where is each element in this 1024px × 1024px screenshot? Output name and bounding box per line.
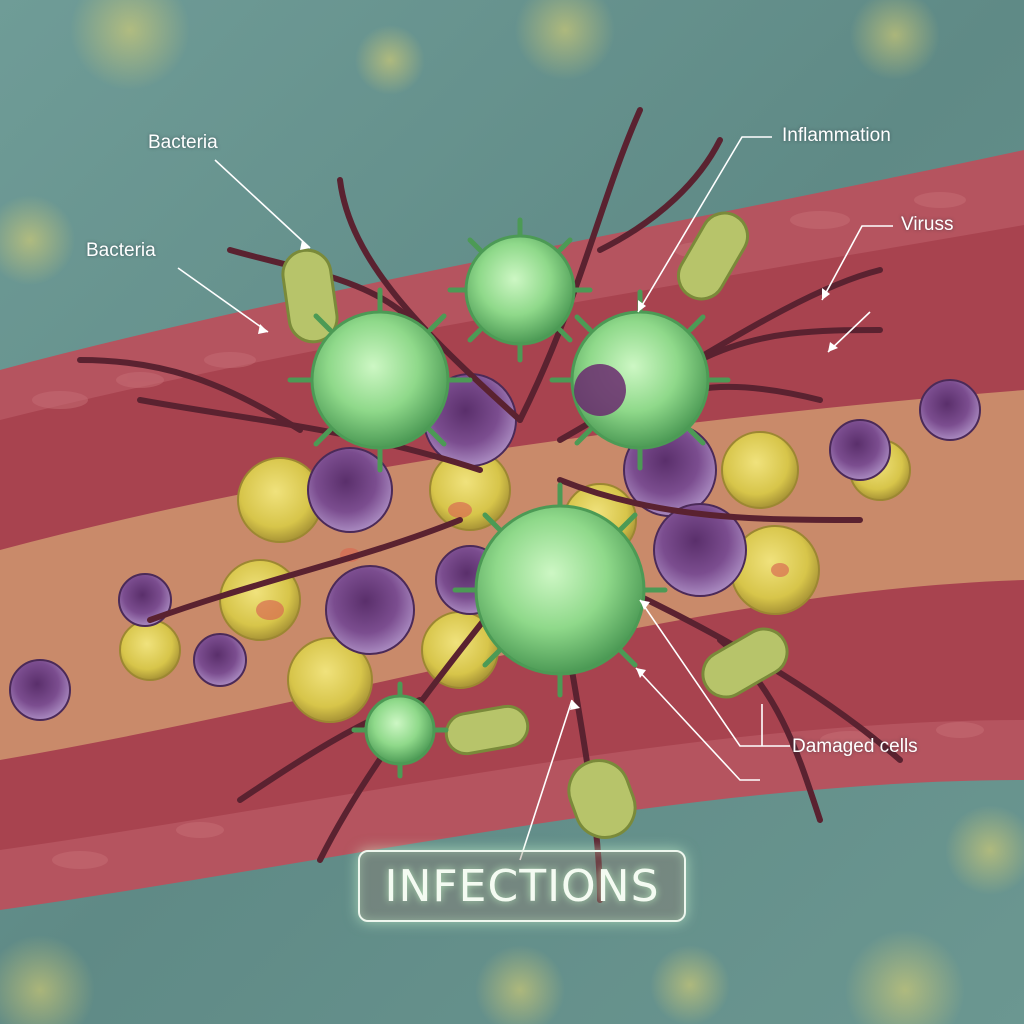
label-inflammation: Inflammation bbox=[782, 125, 891, 146]
title-text: INFECTIONS bbox=[384, 860, 660, 912]
virus-icon bbox=[287, 217, 731, 779]
label-damaged-cells: Damaged cells bbox=[792, 736, 918, 757]
label-bacteria-top: Bacteria bbox=[148, 132, 218, 153]
title-box: INFECTIONS bbox=[358, 850, 686, 922]
leader-arrowheads bbox=[258, 240, 838, 710]
leader-lines bbox=[177, 136, 893, 861]
label-bacteria-left: Bacteria bbox=[86, 240, 156, 261]
label-viruss: Viruss bbox=[901, 214, 954, 235]
bacterium-icon bbox=[281, 211, 789, 839]
